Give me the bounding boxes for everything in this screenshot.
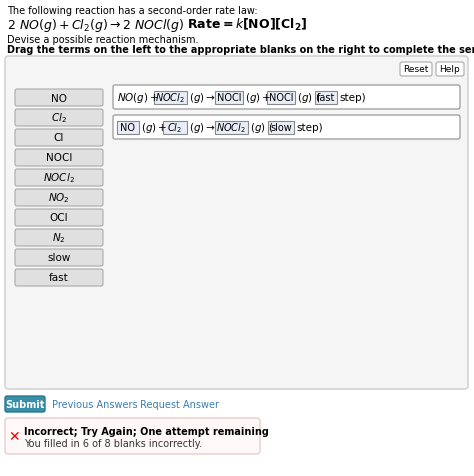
Text: Request Answer: Request Answer <box>140 399 219 409</box>
Text: NOCl: NOCl <box>46 153 72 163</box>
Text: $(g) \rightarrow$: $(g) \rightarrow$ <box>189 121 216 135</box>
FancyBboxPatch shape <box>113 116 460 140</box>
Text: NOCl: NOCl <box>217 93 241 103</box>
Text: $\mathit{2\ NO(g) + Cl_2(g) \rightarrow 2\ NOCl(g)}$: $\mathit{2\ NO(g) + Cl_2(g) \rightarrow … <box>7 17 184 34</box>
Text: $NOCl_2$: $NOCl_2$ <box>217 121 246 135</box>
Text: $(g) +$: $(g) +$ <box>245 91 271 105</box>
Text: NOCl: NOCl <box>269 93 293 103</box>
Text: $N_2$: $N_2$ <box>52 231 66 245</box>
Text: $Cl_2$: $Cl_2$ <box>51 111 67 125</box>
Text: $NOCl_2$: $NOCl_2$ <box>43 171 75 185</box>
Text: $Cl_2$: $Cl_2$ <box>167 121 182 135</box>
Text: The following reaction has a second-order rate law:: The following reaction has a second-orde… <box>7 6 258 16</box>
Bar <box>215 91 243 104</box>
FancyBboxPatch shape <box>15 249 103 267</box>
Text: NO: NO <box>51 93 67 103</box>
FancyBboxPatch shape <box>400 63 432 77</box>
Text: Incorrect; Try Again; One attempt remaining: Incorrect; Try Again; One attempt remain… <box>24 426 269 436</box>
Text: NO: NO <box>120 123 136 133</box>
Text: $(g) +$: $(g) +$ <box>141 121 167 135</box>
Text: step): step) <box>296 123 323 133</box>
FancyBboxPatch shape <box>15 110 103 127</box>
Text: $(g) \rightarrow$: $(g) \rightarrow$ <box>189 91 216 105</box>
Text: $(g)\ ($: $(g)\ ($ <box>297 91 320 105</box>
Text: $NO(g) +$: $NO(g) +$ <box>117 91 159 105</box>
Bar <box>215 121 248 134</box>
Text: Cl: Cl <box>54 133 64 143</box>
Text: Reset: Reset <box>403 65 428 74</box>
FancyBboxPatch shape <box>15 130 103 147</box>
Text: $NO_2$: $NO_2$ <box>48 191 70 205</box>
Bar <box>163 121 187 134</box>
Text: slow: slow <box>270 123 292 133</box>
Text: slow: slow <box>47 253 71 263</box>
Bar <box>315 91 337 104</box>
FancyBboxPatch shape <box>5 57 468 389</box>
Text: $NOCl_2$: $NOCl_2$ <box>155 91 185 105</box>
Bar <box>267 91 295 104</box>
FancyBboxPatch shape <box>436 63 464 77</box>
Text: Devise a possible reaction mechanism.: Devise a possible reaction mechanism. <box>7 35 199 45</box>
FancyBboxPatch shape <box>15 169 103 187</box>
Text: Previous Answers: Previous Answers <box>52 399 137 409</box>
Bar <box>268 121 294 134</box>
FancyBboxPatch shape <box>15 269 103 287</box>
Text: Submit: Submit <box>5 399 45 409</box>
Text: fast: fast <box>49 273 69 283</box>
Text: fast: fast <box>317 93 335 103</box>
FancyBboxPatch shape <box>15 189 103 207</box>
FancyBboxPatch shape <box>5 396 45 412</box>
Text: Help: Help <box>439 65 460 74</box>
FancyBboxPatch shape <box>15 149 103 167</box>
Text: step): step) <box>339 93 365 103</box>
Bar <box>117 121 139 134</box>
FancyBboxPatch shape <box>113 86 460 110</box>
Text: $(g)\ ($: $(g)\ ($ <box>250 121 273 135</box>
Bar <box>154 91 187 104</box>
Text: Drag the terms on the left to the appropriate blanks on the right to complete th: Drag the terms on the left to the approp… <box>7 45 474 55</box>
FancyBboxPatch shape <box>15 229 103 247</box>
Text: ✕: ✕ <box>8 429 20 443</box>
FancyBboxPatch shape <box>15 90 103 107</box>
FancyBboxPatch shape <box>15 209 103 227</box>
Text: You filled in 6 of 8 blanks incorrectly.: You filled in 6 of 8 blanks incorrectly. <box>24 438 202 448</box>
Text: OCl: OCl <box>50 213 68 223</box>
FancyBboxPatch shape <box>5 418 260 454</box>
Text: $\mathbf{\quad Rate = \mathit{k}[NO][Cl_2]}$: $\mathbf{\quad Rate = \mathit{k}[NO][Cl_… <box>175 17 307 33</box>
